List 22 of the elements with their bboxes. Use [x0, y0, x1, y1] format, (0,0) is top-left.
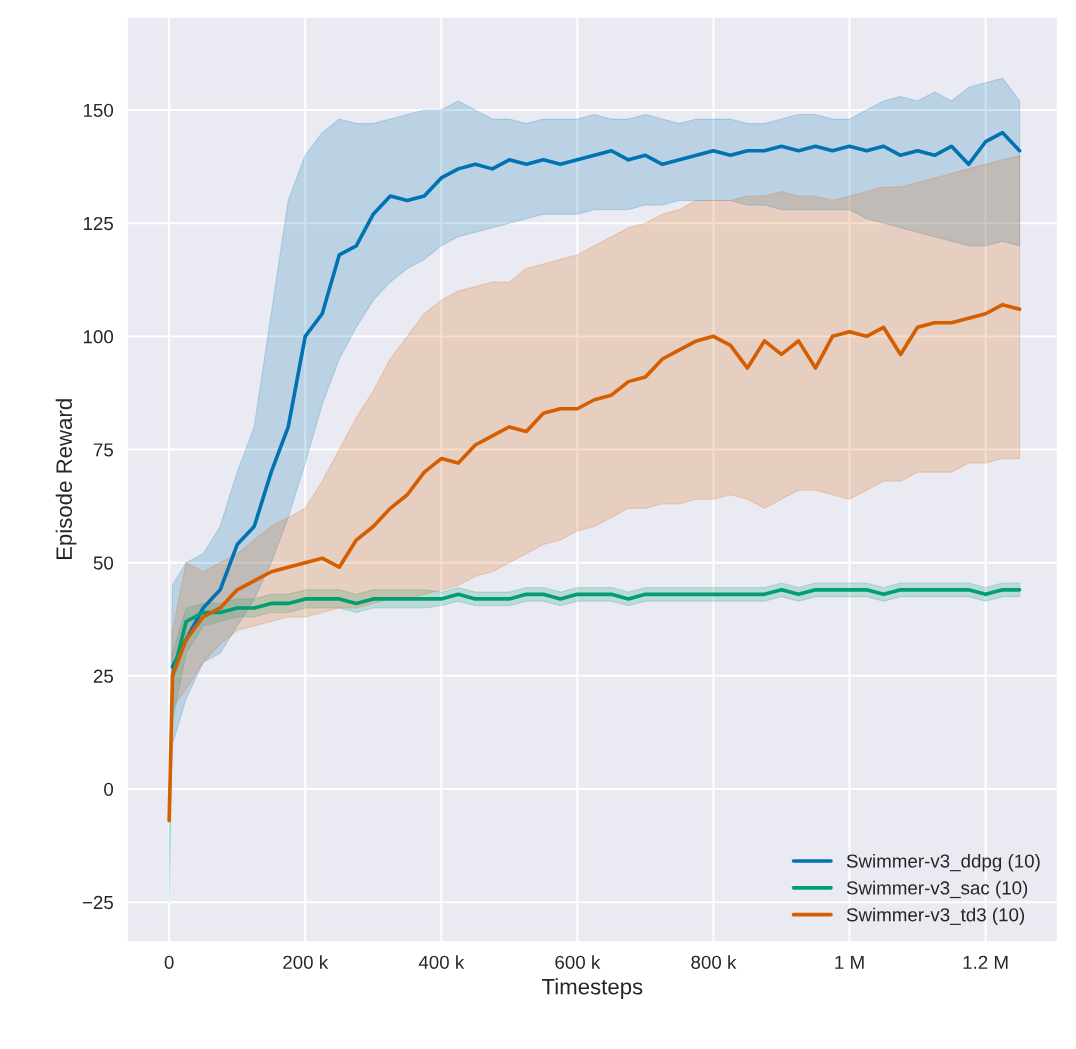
y-tick-label: 50: [93, 556, 114, 570]
legend-label: Swimmer-v3_ddpg (10): [846, 853, 1040, 872]
x-tick-label: 800 k: [691, 955, 737, 969]
legend-label: Swimmer-v3_sac (10): [846, 880, 1028, 899]
y-tick-label: 75: [93, 443, 113, 457]
x-tick-label: 400 k: [418, 955, 465, 969]
y-tick-label: 100: [83, 330, 114, 344]
y-tick-label: −25: [82, 895, 113, 910]
x-tick-label: 600 k: [555, 955, 601, 969]
x-tick-label: 200 k: [283, 955, 329, 969]
x-tick-label: 0: [164, 955, 174, 969]
x-tick-label: 1 M: [835, 955, 864, 969]
y-tick-label: 150: [83, 103, 114, 118]
x-axis-title: Timesteps: [542, 978, 643, 999]
y-tick-label: 125: [83, 216, 113, 231]
legend-label: Swimmer-v3_td3 (10): [846, 907, 1025, 926]
y-axis-title: Episode Reward: [55, 399, 77, 560]
line-series: [167, 302, 1022, 823]
y-tick-label: 25: [93, 669, 113, 683]
x-tick-label: 1.2 M: [963, 955, 1008, 969]
y-tick-label: 0: [104, 782, 114, 796]
line-series: [170, 130, 1022, 669]
